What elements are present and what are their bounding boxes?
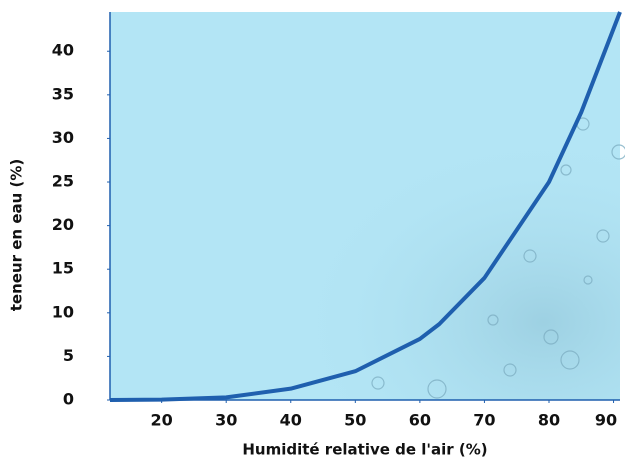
y-tick-label: 0 <box>63 390 74 409</box>
y-tick-label: 15 <box>52 259 74 278</box>
x-tick-label: 70 <box>473 411 495 430</box>
y-tick-label: 10 <box>52 302 74 321</box>
x-axis-label: Humidité relative de l'air (%) <box>242 441 487 459</box>
x-tick-label: 20 <box>151 411 173 430</box>
plot-texture <box>110 12 620 400</box>
y-tick-label: 35 <box>52 84 74 103</box>
y-axis-label: teneur en eau (%) <box>8 159 26 312</box>
y-tick-label: 30 <box>52 128 74 147</box>
y-tick-label: 20 <box>52 215 74 234</box>
x-tick-label: 80 <box>538 411 560 430</box>
x-tick-label: 50 <box>344 411 366 430</box>
y-tick-label: 5 <box>63 346 74 365</box>
x-tick-label: 40 <box>280 411 302 430</box>
x-tick-label: 30 <box>215 411 237 430</box>
y-tick-label: 40 <box>52 41 74 60</box>
x-tick-label: 90 <box>595 411 617 430</box>
x-tick-label: 60 <box>409 411 431 430</box>
y-tick-label: 25 <box>52 172 74 191</box>
chart: Humidité relative de l'air (%) teneur en… <box>0 0 625 461</box>
